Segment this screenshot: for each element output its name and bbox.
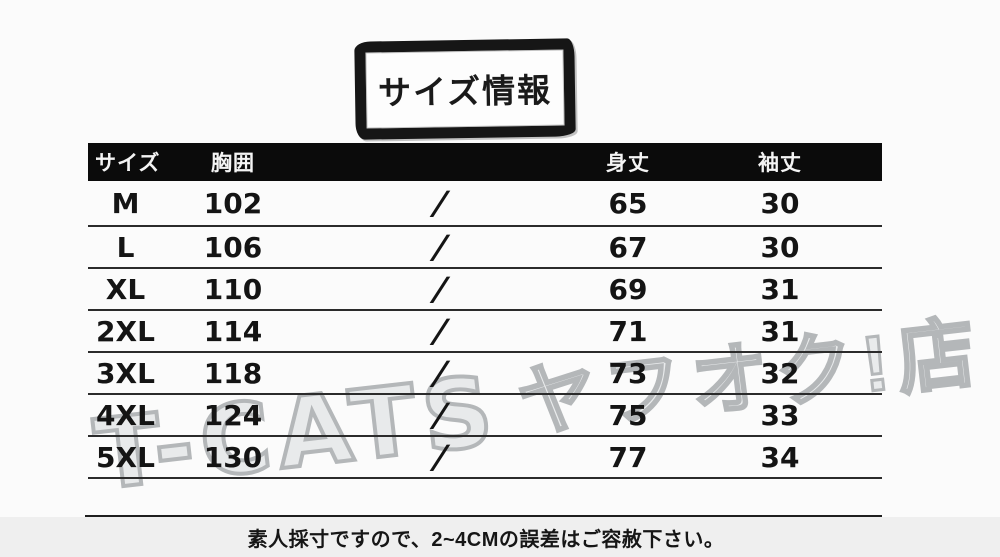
page-title: サイズ情報: [377, 71, 553, 112]
table-row: XL 110 / 69 31: [88, 269, 882, 311]
length-value: 77: [608, 440, 648, 474]
sleeve-value: 30: [760, 186, 800, 220]
slash-mark: /: [431, 354, 450, 392]
length-value: 67: [608, 230, 648, 264]
bottom-divider-line: [85, 515, 882, 517]
slash-mark: /: [431, 396, 450, 434]
size-value: 5XL: [96, 440, 155, 474]
table-row: 5XL 130 / 77 34: [88, 437, 882, 479]
chest-value: 130: [203, 440, 263, 474]
size-table: サイズ 胸囲 身丈 袖丈 M 102 / 65 30 L 106 / 67 30…: [88, 143, 882, 479]
slash-mark: /: [431, 184, 450, 222]
disclaimer-strip: 素人採寸ですので、2~4CMの誤差はご容赦下さい。: [0, 517, 1000, 557]
size-value: XL: [105, 272, 146, 306]
chest-value: 114: [203, 314, 263, 348]
header-sleeve: 袖丈: [758, 152, 802, 175]
slash-mark: /: [431, 270, 450, 308]
sleeve-value: 31: [760, 272, 800, 306]
size-value: M: [111, 186, 140, 220]
measurement-disclaimer: 素人採寸ですので、2~4CMの誤差はご容赦下さい。: [247, 528, 725, 551]
slash-mark: /: [431, 438, 450, 476]
chest-value: 118: [203, 356, 263, 390]
header-chest: 胸囲: [211, 152, 255, 175]
chest-value: 106: [203, 230, 263, 264]
length-value: 71: [608, 314, 648, 348]
length-value: 65: [608, 186, 648, 220]
chest-value: 124: [203, 398, 263, 432]
title-frame: サイズ情報: [354, 38, 576, 140]
size-value: 4XL: [96, 398, 155, 432]
length-value: 69: [608, 272, 648, 306]
chest-value: 102: [203, 186, 263, 220]
length-value: 75: [608, 398, 648, 432]
chest-value: 110: [203, 272, 263, 306]
size-value: 2XL: [96, 314, 155, 348]
size-value: L: [116, 230, 135, 264]
sleeve-value: 31: [760, 314, 800, 348]
length-value: 73: [608, 356, 648, 390]
table-row: 4XL 124 / 75 33: [88, 395, 882, 437]
sleeve-value: 30: [760, 230, 800, 264]
slash-mark: /: [431, 312, 450, 350]
table-row: 3XL 118 / 73 32: [88, 353, 882, 395]
table-row: L 106 / 67 30: [88, 227, 882, 269]
slash-mark: /: [431, 228, 450, 266]
sleeve-value: 34: [760, 440, 800, 474]
table-header-row: サイズ 胸囲 身丈 袖丈: [88, 143, 882, 181]
table-row: M 102 / 65 30: [88, 181, 882, 227]
sleeve-value: 32: [760, 356, 800, 390]
table-row: 2XL 114 / 71 31: [88, 311, 882, 353]
size-value: 3XL: [96, 356, 155, 390]
header-size: サイズ: [95, 152, 161, 175]
header-length: 身丈: [606, 152, 650, 175]
sleeve-value: 33: [760, 398, 800, 432]
